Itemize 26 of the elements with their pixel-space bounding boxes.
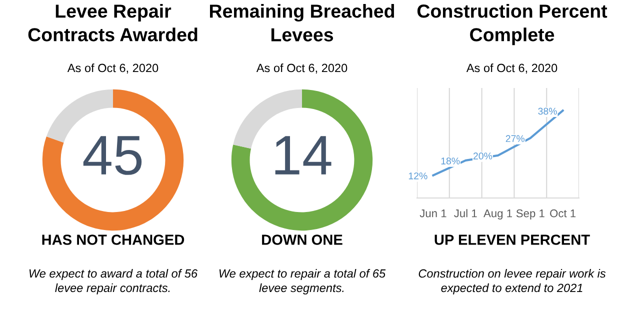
chart-title: Construction Percent Complete [417, 4, 608, 46]
chart-subtitle: As of Oct 6, 2020 [256, 64, 348, 74]
data-label: 27% [506, 135, 524, 142]
text: HAS NOT CHANGED [42, 234, 184, 245]
chart-subtitle: As of Oct 6, 2020 [466, 64, 558, 74]
x-tick-label: Sep 1 [516, 209, 544, 220]
x-tick-label: Oct 1 [550, 209, 576, 218]
donut-slice [231, 89, 373, 231]
data-label: 18% [441, 158, 460, 164]
data-label: 12% [408, 172, 428, 180]
data-label: 20% [473, 152, 492, 160]
chart-subtitle: As of Oct 6, 2020 [67, 64, 158, 74]
x-tick-label: Jul 1 [454, 209, 477, 218]
x-tick-label: Aug 1 [484, 210, 512, 220]
text: 45 [83, 136, 142, 175]
chart-title: Remaining Breached Levees [210, 4, 394, 42]
text: We expect to repair a total of 65 levee segments. [219, 269, 386, 294]
text: UP ELEVEN PERCENT [434, 234, 590, 245]
chart-title: Levee Repair Contracts Awarded [28, 4, 198, 42]
text: We expect to award a total of 56 levee repair contracts. [29, 269, 198, 294]
text: DOWN ONE [262, 234, 342, 245]
donut-slice [42, 89, 184, 231]
text: 14 [275, 136, 332, 174]
x-tick-label: Jun 1 [420, 210, 446, 218]
data-label: 38% [538, 108, 557, 115]
text: Construction on levee repair work is expected to extend to 2021 [418, 269, 606, 294]
